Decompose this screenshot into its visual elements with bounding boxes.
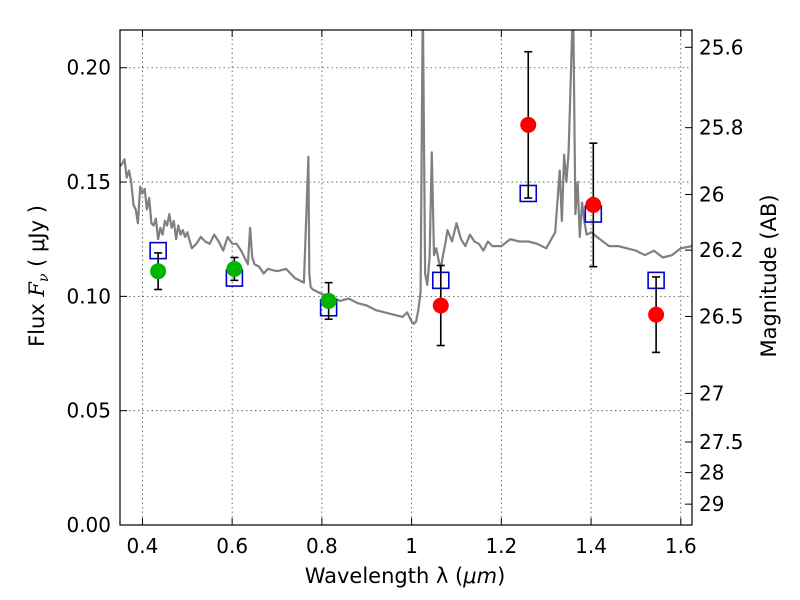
green-data-point	[226, 260, 243, 277]
magnitude-tick-label: 28	[699, 461, 724, 485]
x-tick-label: 1	[405, 534, 418, 558]
axis-ticks: 0.4 0.6 0.8 1 1.2 1.4 1.6 0.00 0.05 0.10 0.15 0.20 2…	[66, 30, 744, 558]
y-tick-label: 0.10	[66, 284, 111, 308]
magnitude-tick-label: 26	[699, 183, 724, 207]
green-data-point	[320, 292, 337, 309]
right-axis-label: Magnitude (AB)	[757, 194, 781, 357]
y-tick-label: 0.20	[66, 56, 111, 80]
magnitude-tick-label: 29	[699, 492, 724, 516]
red-data-point	[648, 306, 665, 323]
x-tick-label: 0.8	[306, 534, 338, 558]
x-tick-label: 1.4	[575, 534, 607, 558]
magnitude-tick-label: 27	[699, 381, 724, 405]
y-tick-label: 0.00	[66, 513, 111, 537]
magnitude-tick-label: 26.2	[699, 238, 744, 262]
y-tick-label: 0.05	[66, 399, 111, 423]
y-axis-label: Flux Fν ( μJy )	[25, 205, 52, 347]
x-tick-label: 1.6	[665, 534, 697, 558]
magnitude-tick-label: 25.8	[699, 116, 744, 140]
x-axis-label: Wavelength λ (μm)	[305, 564, 506, 588]
plot-area	[120, 30, 692, 354]
magnitude-tick-label: 25.6	[699, 35, 744, 59]
red-data-point	[432, 297, 449, 314]
x-tick-label: 0.6	[216, 534, 248, 558]
red-data-point	[520, 116, 537, 133]
green-data-point	[150, 263, 167, 280]
y-tick-label: 0.15	[66, 170, 111, 194]
magnitude-tick-label: 26.5	[699, 304, 744, 328]
red-data-point	[585, 196, 602, 213]
magnitude-tick-label: 27.5	[699, 430, 744, 454]
x-tick-label: 1.2	[485, 534, 517, 558]
axes-frame	[119, 29, 693, 526]
model-spectrum-line	[120, 30, 692, 325]
x-tick-label: 0.4	[127, 534, 159, 558]
